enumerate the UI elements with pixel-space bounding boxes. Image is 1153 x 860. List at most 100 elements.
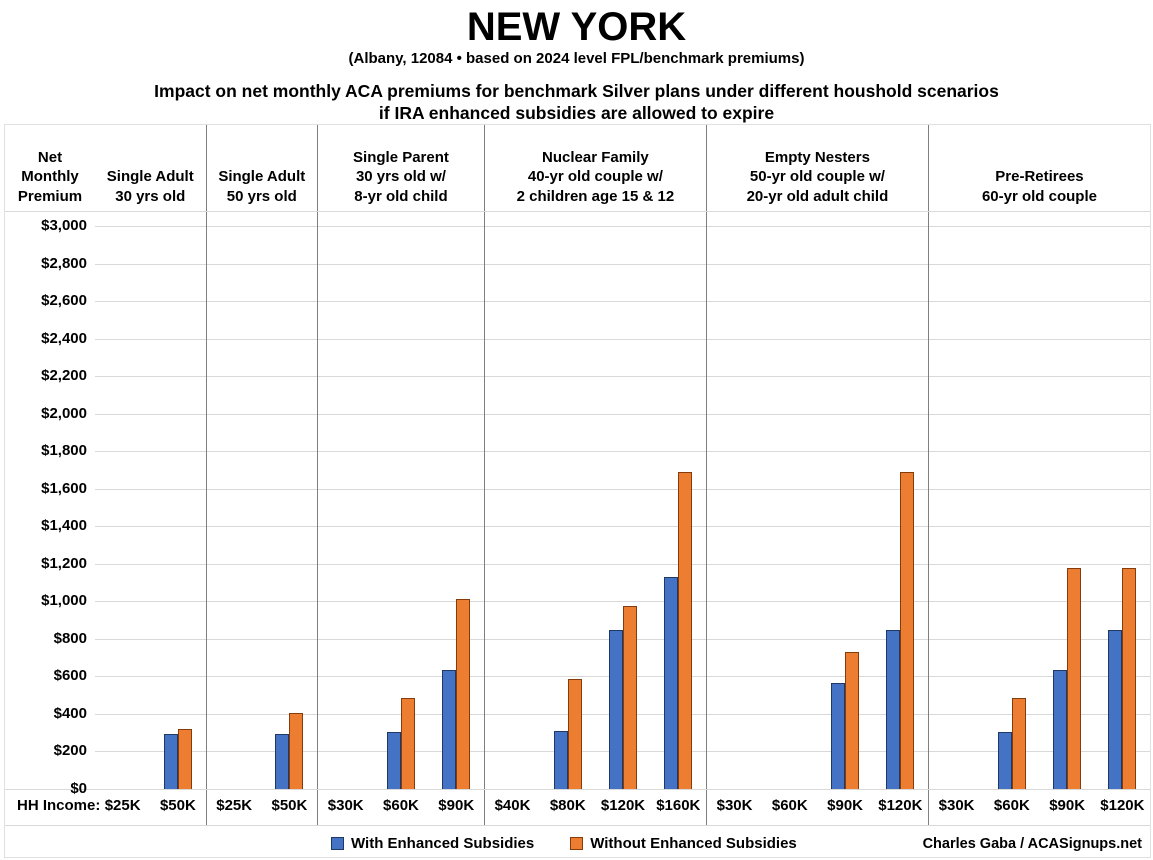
bar-without-subsidies: [177, 729, 192, 789]
gridline: [95, 488, 206, 490]
chart-heading-line2: if IRA enhanced subsidies are allowed to…: [378, 103, 775, 124]
panel-income-labels: $25K $50K: [95, 790, 206, 825]
legend-item-without: Without Enhanced Subsidies: [570, 835, 797, 852]
gridline: [706, 413, 928, 415]
gridline: [484, 601, 706, 603]
gridline: [206, 526, 318, 528]
panel-header: Single Parent 30 yrs old w/ 8-yr old chi…: [317, 125, 484, 211]
gridline: [206, 638, 318, 640]
gridline: [95, 713, 206, 715]
legend-label-without: Without Enhanced Subsidies: [590, 835, 797, 852]
gridline: [318, 676, 484, 678]
y-tick-label: $2,200: [41, 367, 87, 385]
income-label: $120K: [600, 797, 646, 814]
gridline: [206, 751, 318, 753]
chart-heading: Impact on net monthly ACA premiums for b…: [0, 80, 1153, 125]
gridline: [318, 451, 484, 453]
gridline: [484, 526, 706, 528]
gridline: [706, 563, 928, 565]
page-subtitle: (Albany, 12084 • based on 2024 level FPL…: [348, 50, 805, 67]
panel-plot: [705, 212, 928, 789]
bar-without-subsidies: [623, 606, 637, 789]
panel-header-label: Single Parent 30 yrs old w/ 8-yr old chi…: [353, 148, 449, 205]
bar-with-subsidies: [997, 732, 1012, 789]
gridline: [206, 713, 318, 715]
gridline: [318, 301, 484, 303]
gridline: [206, 338, 318, 340]
gridline: [706, 601, 928, 603]
bar-without-subsidies: [845, 652, 860, 789]
title-block: NEW YORK (Albany, 12084 • based on 2024 …: [0, 6, 1153, 125]
legend-swatch-without-icon: [570, 837, 584, 850]
bar-with-subsidies: [831, 683, 846, 789]
gridline: [318, 413, 484, 415]
panel-plot: [927, 212, 1150, 789]
gridline: [484, 751, 706, 753]
gridline: [484, 413, 706, 415]
panel-header-label: Single Adult 50 yrs old: [218, 168, 306, 205]
gridline: [206, 601, 318, 603]
gridline: [706, 226, 928, 227]
legend-row: With Enhanced Subsidies Without Enhanced…: [5, 826, 1150, 859]
gridline: [484, 226, 706, 227]
y-tick-label: $2,000: [41, 404, 87, 422]
gridline: [706, 338, 928, 340]
x-axis-row: HH Income: $25K $50K $25K $50K $30K $60K $90K $…: [5, 790, 1150, 826]
gridline: [318, 526, 484, 528]
gridline: [928, 338, 1150, 340]
gridline: [706, 713, 928, 715]
panel-income-labels: $30K $60K $90K $120K: [927, 790, 1150, 825]
bar-without-subsidies: [900, 472, 915, 789]
gridline: [928, 601, 1150, 603]
panel-plot: [483, 212, 706, 789]
gridline: [928, 226, 1150, 227]
bar-without-subsidies: [456, 599, 471, 789]
gridline: [318, 638, 484, 640]
gridline: [484, 451, 706, 453]
gridline: [706, 526, 928, 528]
y-tick-label: $1,400: [41, 517, 87, 535]
gridline: [484, 563, 706, 565]
gridline: [95, 638, 206, 640]
y-tick-label: $600: [53, 667, 87, 685]
y-tick-label: $2,600: [41, 292, 87, 310]
gridline: [928, 301, 1150, 303]
gridline: [484, 338, 706, 340]
income-label: $90K: [1049, 797, 1086, 814]
panel-header-label: Single Adult 30 yrs old: [106, 168, 194, 205]
bar-with-subsidies: [163, 734, 178, 789]
gridline: [484, 676, 706, 678]
plot-area: $0 $200 $400 $600 $800 $1,000 $1,200 $1,400 $1,6…: [5, 211, 1150, 797]
bar-with-subsidies: [442, 670, 457, 789]
gridline: [95, 676, 206, 678]
gridline: [95, 263, 206, 265]
bar-with-subsidies: [553, 731, 568, 789]
gridline: [928, 676, 1150, 678]
panel-income-labels: $25K $50K: [205, 790, 318, 825]
income-label: $25K: [216, 797, 253, 814]
legend: With Enhanced Subsidies Without Enhanced…: [331, 835, 797, 852]
legend-item-with: With Enhanced Subsidies: [331, 835, 534, 852]
gridline: [484, 301, 706, 303]
panel-header: Single Adult 30 yrs old: [95, 125, 206, 211]
y-tick-label: $200: [53, 742, 87, 760]
gridline: [928, 526, 1150, 528]
panel-plot: [95, 212, 206, 789]
gridline: [95, 226, 206, 227]
gridline: [706, 451, 928, 453]
gridline: [318, 263, 484, 265]
income-label: $30K: [327, 797, 364, 814]
bar-with-subsidies: [1108, 630, 1123, 789]
bar-without-subsidies: [678, 472, 693, 789]
panel-header: Nuclear Family 40-yr old couple w/ 2 chi…: [483, 125, 706, 211]
y-axis-ticks: $0 $200 $400 $600 $800 $1,000 $1,200 $1,400 $1,6…: [5, 212, 95, 797]
gridline: [95, 301, 206, 303]
credit-text: Charles Gaba / ACASignups.net: [922, 836, 1142, 852]
gridline: [484, 263, 706, 265]
income-label: $60K: [993, 797, 1030, 814]
panel-header-label: Empty Nesters 50-yr old couple w/ 20-yr …: [746, 148, 889, 205]
panel-header: Pre-Retirees 60-yr old couple: [927, 125, 1150, 211]
gridline: [95, 751, 206, 753]
y-tick-label: $0: [70, 780, 87, 797]
y-tick-label: $2,800: [41, 254, 87, 272]
